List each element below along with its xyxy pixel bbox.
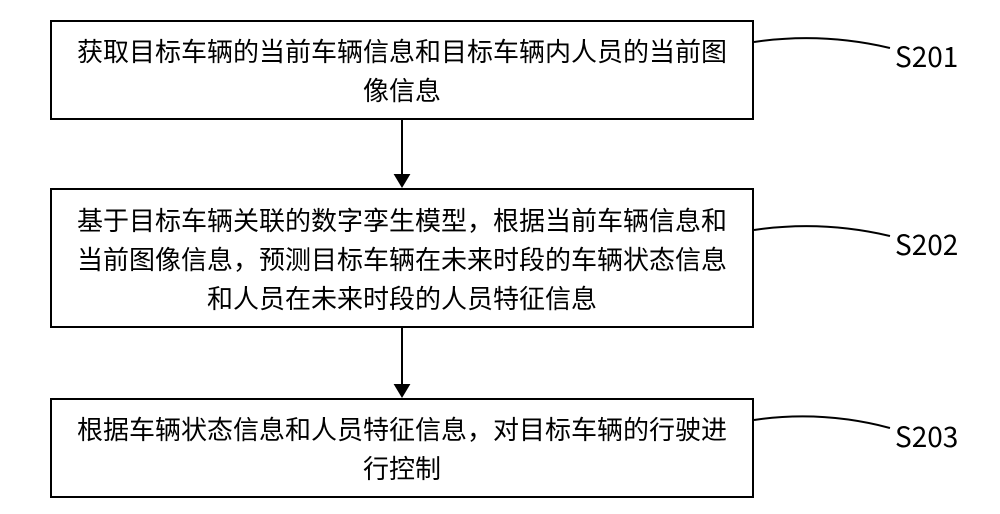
flowchart-canvas: 获取目标车辆的当前车辆信息和目标车辆内人员的当前图像信息 基于目标车辆关联的数字… bbox=[0, 0, 1000, 514]
leader-s203 bbox=[0, 0, 1000, 514]
